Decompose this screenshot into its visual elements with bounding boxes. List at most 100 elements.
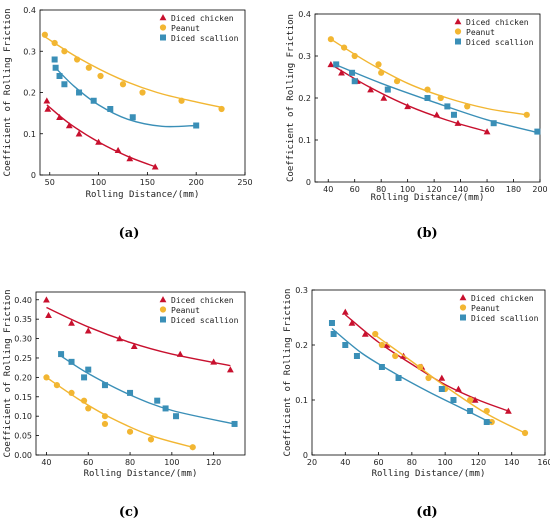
data-point (504, 407, 512, 414)
y-axis-title: Coefficient of Rolling Friction (286, 14, 296, 182)
y-tick-label: 0.40 (14, 296, 32, 305)
legend-marker (454, 18, 462, 25)
y-tick-label: 0.3 (295, 286, 308, 295)
data-point (58, 351, 65, 358)
series-chicken (43, 97, 159, 170)
fit-curve (44, 36, 224, 109)
data-point (75, 130, 83, 137)
data-point (521, 429, 529, 437)
y-tick-label: 0.4 (298, 10, 311, 19)
data-point (342, 342, 349, 348)
data-point (231, 420, 238, 427)
chart-panel-3: 40 60 80 100 120 0.00 0.05 0.10 0.15 0.20 0.25 0.30… (3, 290, 246, 520)
data-point (151, 163, 159, 170)
y-tick-label: 0.15 (14, 393, 32, 402)
data-point (85, 405, 92, 412)
data-point (341, 308, 349, 315)
data-point (471, 396, 479, 403)
data-point (176, 350, 184, 357)
legend-label: Peanut (171, 306, 200, 315)
data-point (424, 95, 431, 101)
x-tick-label: 180 (506, 185, 521, 194)
data-point (44, 105, 52, 112)
data-point (392, 352, 399, 360)
panel-label: (c) (119, 505, 139, 520)
x-tick-label: 100 (400, 185, 415, 194)
data-point (107, 106, 114, 112)
x-tick-label: 80 (125, 458, 135, 467)
data-point (341, 44, 348, 51)
x-tick-label: 120 (471, 458, 486, 467)
data-point (380, 94, 388, 101)
series-scallion (328, 320, 493, 425)
legend-marker (160, 316, 166, 323)
data-point (424, 86, 431, 93)
x-tick-label: 250 (237, 178, 252, 187)
y-tick-label: 0.2 (23, 89, 36, 98)
series-peanut (43, 374, 196, 451)
data-point (437, 94, 444, 102)
x-tick-label: 60 (83, 458, 93, 467)
data-point (464, 103, 471, 110)
y-tick-label: 0 (306, 178, 311, 187)
y-tick-label: 0.3 (23, 47, 36, 56)
chart-panel-1: 50 100 150 200 250 0 0.1 0.2 0.3 0.4 Rolling Dista… (3, 6, 253, 241)
data-point (68, 358, 75, 365)
data-point (178, 97, 185, 104)
data-point (73, 56, 81, 63)
data-point (53, 382, 61, 389)
y-tick-label: 0.1 (298, 136, 311, 145)
fit-curve (60, 355, 235, 425)
data-point (404, 103, 412, 110)
x-tick-label: 200 (189, 178, 204, 187)
data-point (101, 420, 109, 428)
data-point (483, 128, 491, 135)
data-point (189, 444, 196, 451)
data-point (51, 56, 58, 63)
data-point (41, 31, 48, 38)
data-point (351, 78, 358, 85)
legend-marker (460, 314, 466, 321)
fit-curve (46, 376, 193, 448)
series-chicken (43, 296, 234, 373)
plot-frame (35, 291, 246, 456)
x-tick-label: 140 (504, 458, 519, 467)
fit-curve (54, 66, 197, 128)
x-tick-label: 80 (376, 185, 386, 194)
y-tick-label: 0.1 (295, 396, 308, 405)
y-tick-label: 0.2 (298, 94, 311, 103)
y-axis-title: Coefficient of Rolling Friction (3, 290, 13, 458)
series-peanut (41, 31, 225, 113)
y-tick-label: 0.4 (23, 6, 36, 15)
panel-label: (a) (119, 226, 140, 241)
data-point (523, 111, 530, 118)
x-axis-title: Rolling Distance/(mm) (372, 469, 486, 479)
data-point (61, 81, 68, 88)
data-point (444, 103, 451, 110)
x-tick-label: 40 (323, 185, 333, 194)
panel-label: (d) (416, 505, 437, 520)
x-axis-title: Rolling Distance/(mm) (84, 469, 198, 479)
data-point (84, 327, 92, 334)
data-point (43, 374, 50, 381)
data-point (95, 138, 102, 145)
legend-label: Diced chicken (171, 14, 234, 23)
series-peanut (372, 330, 529, 437)
x-axis-title: Rolling Distance/(mm) (371, 193, 485, 203)
data-point (450, 397, 457, 403)
data-point (383, 341, 391, 348)
y-tick-label: 0 (303, 451, 308, 460)
data-point (438, 386, 445, 392)
legend-label: Peanut (471, 304, 500, 313)
x-tick-label: 100 (438, 458, 453, 467)
x-tick-label: 80 (407, 458, 417, 467)
y-tick-label: 0.25 (14, 354, 32, 363)
x-tick-label: 140 (453, 185, 468, 194)
data-point (353, 353, 360, 359)
panel-label: (b) (416, 226, 437, 241)
fit-curve (373, 333, 526, 434)
data-point (378, 364, 385, 370)
data-point (417, 363, 424, 371)
